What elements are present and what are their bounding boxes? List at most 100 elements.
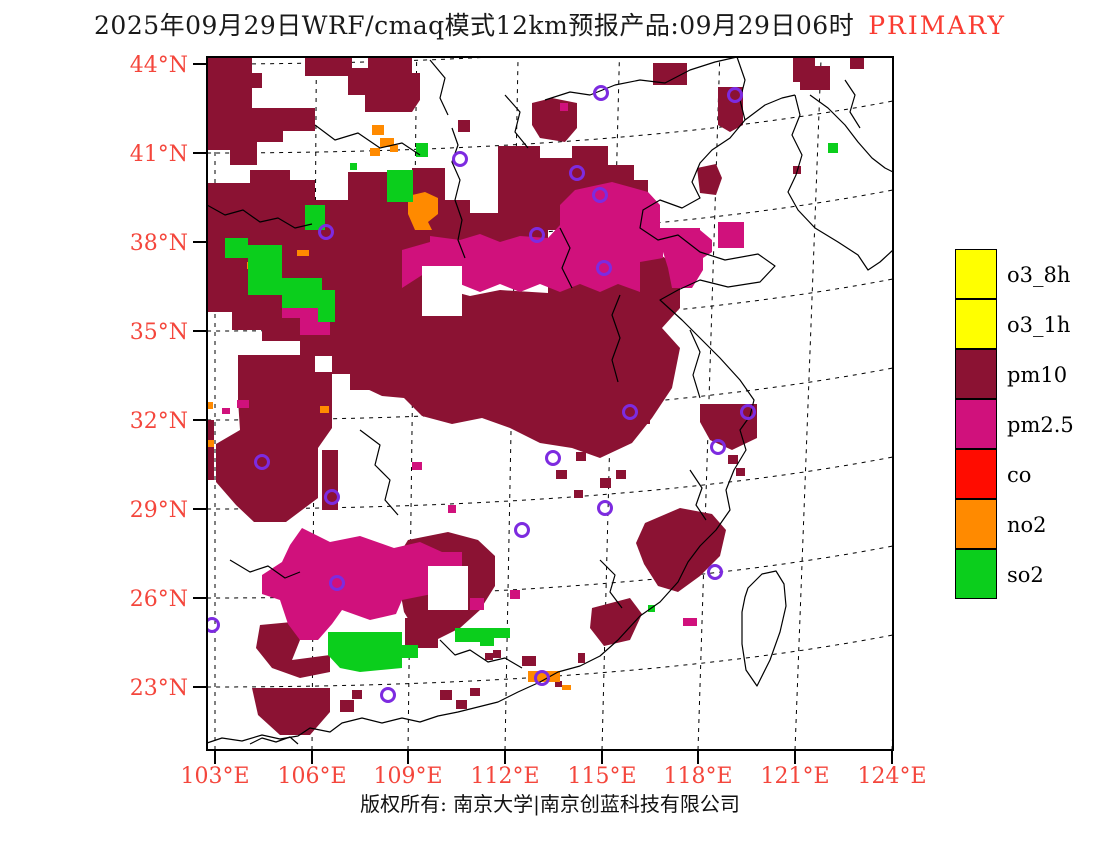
longitude-label: 106°E (277, 764, 346, 789)
longitude-label: 112°E (470, 764, 539, 789)
region-pm10 (340, 700, 354, 712)
map-border (206, 56, 894, 751)
region-pm10 (640, 415, 650, 424)
province-border (689, 469, 707, 521)
province-border (206, 204, 313, 229)
latitude-label: 29°N (130, 498, 188, 523)
province-border (429, 59, 449, 116)
region-pm10 (252, 688, 330, 735)
region-pm10 (578, 653, 585, 663)
region-pm10 (456, 700, 467, 709)
province-border (844, 79, 861, 129)
city-marker-circle (324, 489, 340, 505)
mongolia-border (544, 56, 738, 101)
longitude-label: 103°E (180, 764, 249, 789)
region-no2 (408, 192, 438, 230)
region-pm10 (556, 405, 568, 415)
region-pm2_5 (237, 400, 249, 408)
region-pm10 (352, 690, 362, 699)
region-pm2_5 (663, 230, 712, 288)
region-pm10 (572, 428, 584, 438)
region-so2 (492, 628, 510, 638)
province-border (451, 127, 466, 259)
region-no2 (372, 125, 384, 135)
province-border (504, 94, 529, 149)
map-white-hole (422, 266, 462, 316)
region-pm10 (493, 650, 501, 658)
longitude-gridline (311, 56, 317, 751)
region-pm2_5 (222, 408, 230, 414)
region-pm2_5 (470, 598, 484, 610)
province-border (229, 559, 301, 579)
region-so2 (387, 170, 413, 202)
latitude-label: 44°N (130, 53, 188, 78)
region-no2 (380, 138, 394, 147)
legend-label: so2 (1007, 563, 1044, 587)
city-marker-circle (318, 224, 334, 240)
city-marker-circle (710, 439, 726, 455)
region-pm10 (718, 87, 743, 132)
legend-item-no2: no2 (955, 499, 1047, 550)
region-pm10 (850, 58, 864, 69)
latitude-label: 41°N (130, 142, 188, 167)
city-marker-circle (592, 187, 608, 203)
province-border (439, 639, 523, 669)
city-marker-circle (534, 670, 550, 686)
region-pm10 (636, 508, 726, 592)
region-no2 (370, 148, 380, 156)
region-pm10 (574, 490, 583, 498)
city-marker-circle (740, 404, 756, 420)
copyright-text: 版权所有: 南京大学|南京创蓝科技有限公司 (360, 792, 740, 816)
city-marker-circle (380, 687, 396, 703)
legend-swatch-pm10 (955, 349, 997, 399)
legend-label: no2 (1007, 513, 1047, 537)
region-pm2_5 (510, 590, 520, 599)
legend-item-pm10: pm10 (955, 349, 1067, 400)
legend-swatch-co (955, 449, 997, 499)
region-so2 (480, 636, 494, 646)
region-pm10 (653, 63, 687, 85)
region-pm2_5 (448, 505, 456, 513)
region-pm10 (590, 598, 642, 646)
region-no2 (206, 402, 213, 409)
city-marker-circle (206, 617, 220, 633)
latitude-gridline (206, 100, 894, 154)
legend-swatch-so2 (955, 549, 997, 599)
region-pm10 (256, 622, 330, 678)
city-marker-circle (593, 85, 609, 101)
region-so2 (305, 205, 325, 230)
region-pm2_5 (718, 222, 744, 248)
pollutant-regions (206, 57, 864, 735)
region-pm10 (440, 690, 452, 700)
region-so2 (225, 238, 335, 322)
region-no2 (562, 685, 571, 690)
region-pm10 (576, 452, 586, 461)
latitude-label: 35°N (130, 320, 188, 345)
region-so2 (350, 163, 357, 170)
city-marker-circle (596, 260, 612, 276)
region-pm10 (700, 404, 757, 450)
longitude-gridline (891, 693, 894, 751)
region-pm10 (485, 653, 493, 660)
province-border (314, 124, 421, 156)
latitude-gridline (206, 456, 894, 510)
region-no2 (528, 671, 560, 682)
korea-east-coast (809, 94, 894, 173)
korea-west-coast (787, 94, 894, 271)
legend-label: o3_8h (1007, 263, 1071, 287)
region-pm10 (532, 98, 577, 142)
region-pm10 (207, 168, 548, 390)
region-pm10 (592, 420, 602, 429)
city-marker-circle (254, 454, 270, 470)
legend-item-pm2_5: pm2.5 (955, 399, 1074, 450)
city-marker-circle (329, 575, 345, 591)
legend: o3_8h o3_1h pm10 pm2.5 co no2 so2 (955, 249, 1074, 600)
region-pm10 (697, 164, 722, 195)
province-border (611, 294, 621, 383)
region-pm10 (206, 420, 214, 480)
hainan-coast (249, 736, 299, 745)
region-pm10 (458, 120, 470, 132)
page-title: 2025年09月29日WRF/cmaq模式12km预报产品:09月29日06时 P… (0, 6, 1100, 42)
region-pm10 (793, 57, 830, 90)
